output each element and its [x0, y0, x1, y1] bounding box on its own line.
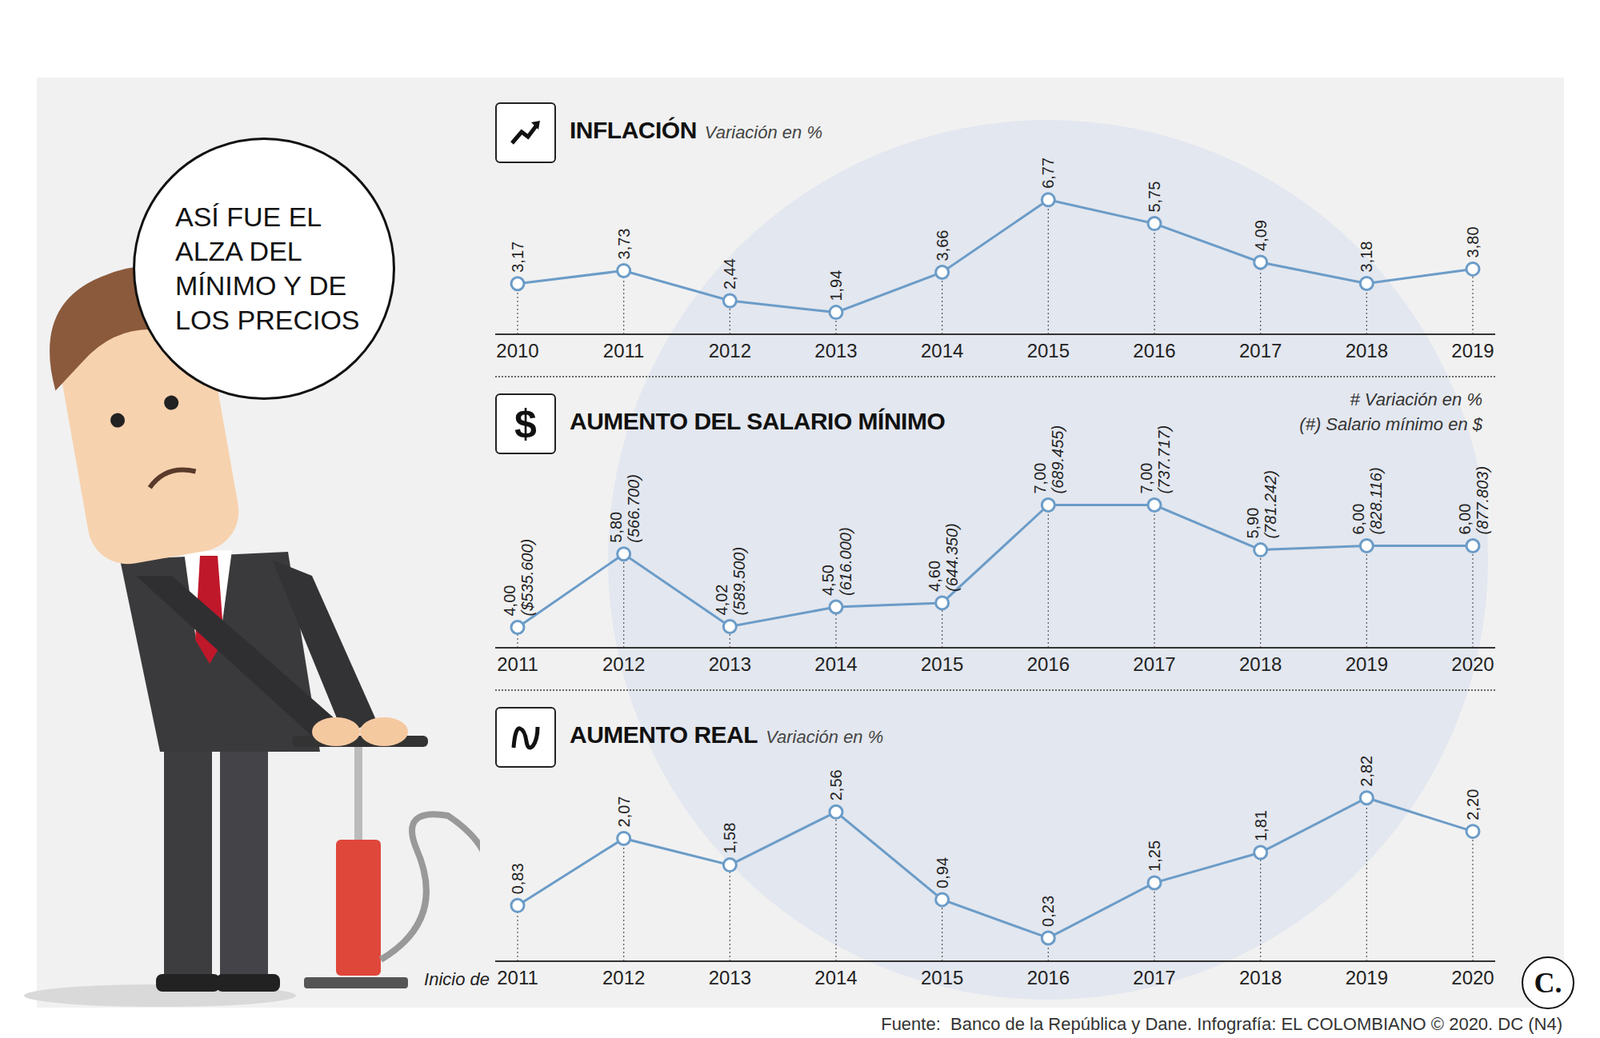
- svg-text:5,75: 5,75: [1145, 181, 1164, 213]
- svg-text:2013: 2013: [814, 340, 857, 362]
- svg-text:3,80: 3,80: [1464, 226, 1482, 258]
- html-text:# Variación en %: # Variación en %: [1350, 389, 1483, 410]
- html-text:AUMENTO DEL SALARIO MÍNIMO: AUMENTO DEL SALARIO MÍNIMO: [569, 408, 945, 435]
- svg-text:3,73: 3,73: [615, 228, 633, 260]
- svg-text:(737.717): (737.717): [1155, 425, 1173, 495]
- svg-text:($535.600): ($535.600): [518, 539, 536, 617]
- svg-text:2012: 2012: [602, 653, 645, 676]
- svg-text:0,83: 0,83: [508, 863, 527, 895]
- svg-text:2018: 2018: [1345, 340, 1388, 362]
- svg-text:2016: 2016: [1027, 653, 1070, 676]
- svg-text:2020: 2020: [1451, 967, 1494, 989]
- svg-text:(781.242): (781.242): [1261, 470, 1280, 540]
- svg-text:2011: 2011: [496, 653, 539, 676]
- svg-text:2016: 2016: [1132, 340, 1176, 362]
- svg-text:2017: 2017: [1132, 653, 1176, 676]
- svg-text:4,00: 4,00: [500, 585, 519, 617]
- svg-text:4,02: 4,02: [712, 584, 731, 616]
- svg-text:(589.500): (589.500): [730, 547, 748, 616]
- svg-text:2010: 2010: [496, 340, 539, 362]
- html-text:C.: C.: [1534, 967, 1562, 1000]
- html-text:AUMENTO REAL Variación en %: AUMENTO REAL Variación en %: [569, 721, 884, 748]
- svg-text:2011: 2011: [603, 340, 645, 362]
- svg-text:2018: 2018: [1239, 653, 1282, 676]
- svg-text:6,00: 6,00: [1456, 504, 1474, 536]
- svg-text:(616.000): (616.000): [836, 527, 855, 596]
- html-text:Inicio de: Inicio de: [424, 969, 490, 990]
- svg-text:7,00: 7,00: [1031, 463, 1049, 495]
- svg-text:2012: 2012: [708, 340, 752, 362]
- svg-text:5,80: 5,80: [607, 512, 625, 544]
- svg-text:3,66: 3,66: [933, 230, 952, 262]
- svg-text:2015: 2015: [920, 967, 964, 989]
- svg-text:2017: 2017: [1239, 340, 1282, 362]
- svg-text:4,50: 4,50: [819, 564, 837, 596]
- svg-text:2011: 2011: [496, 967, 539, 989]
- svg-text:(877.803): (877.803): [1473, 466, 1492, 536]
- html-text:(#) Salario mínimo en $: (#) Salario mínimo en $: [1299, 414, 1483, 435]
- svg-text:(689.455): (689.455): [1048, 425, 1067, 495]
- svg-text:(566.700): (566.700): [624, 474, 643, 544]
- svg-text:2014: 2014: [814, 967, 857, 989]
- svg-text:2,07: 2,07: [615, 796, 633, 828]
- html-text:INFLACIÓN Variación en %: INFLACIÓN Variación en %: [569, 116, 823, 144]
- svg-text:2018: 2018: [1239, 967, 1282, 989]
- svg-text:1,81: 1,81: [1252, 810, 1270, 842]
- svg-text:2,56: 2,56: [827, 769, 845, 801]
- svg-text:2017: 2017: [1132, 967, 1176, 989]
- svg-text:2014: 2014: [814, 653, 857, 676]
- svg-text:4,09: 4,09: [1252, 220, 1270, 252]
- svg-text:2,20: 2,20: [1464, 789, 1482, 821]
- html-text:LOS PRECIOS: LOS PRECIOS: [175, 304, 360, 336]
- html-text:MÍNIMO Y DE: MÍNIMO Y DE: [175, 270, 347, 301]
- svg-text:3,18: 3,18: [1357, 241, 1376, 273]
- svg-text:2019: 2019: [1345, 967, 1388, 989]
- svg-text:2016: 2016: [1027, 967, 1070, 989]
- svg-text:0,23: 0,23: [1039, 896, 1057, 928]
- svg-text:3,17: 3,17: [508, 241, 527, 273]
- html-text:ALZA DEL: ALZA DEL: [175, 236, 303, 267]
- svg-text:6,00: 6,00: [1349, 504, 1368, 536]
- svg-text:(828.116): (828.116): [1367, 467, 1385, 535]
- svg-text:2012: 2012: [602, 967, 645, 989]
- svg-text:2013: 2013: [708, 967, 752, 989]
- svg-text:6,77: 6,77: [1039, 157, 1057, 189]
- svg-text:2015: 2015: [920, 653, 964, 676]
- svg-text:5,90: 5,90: [1244, 508, 1262, 540]
- html-text:ASÍ FUE EL: ASÍ FUE EL: [175, 201, 322, 232]
- svg-text:2,82: 2,82: [1357, 756, 1376, 788]
- svg-text:2020: 2020: [1451, 653, 1494, 676]
- svg-text:1,25: 1,25: [1145, 840, 1164, 872]
- svg-text:4,60: 4,60: [925, 560, 944, 592]
- svg-text:2014: 2014: [920, 340, 964, 362]
- svg-text:2019: 2019: [1451, 340, 1494, 362]
- svg-text:2,44: 2,44: [720, 258, 739, 290]
- svg-text:1,94: 1,94: [827, 270, 845, 302]
- svg-text:1,58: 1,58: [720, 823, 739, 855]
- svg-text:2015: 2015: [1027, 340, 1070, 362]
- svg-text:0,94: 0,94: [933, 857, 952, 889]
- svg-text:(644.350): (644.350): [943, 523, 961, 592]
- svg-text:2019: 2019: [1345, 653, 1388, 676]
- svg-text:7,00: 7,00: [1137, 463, 1156, 495]
- html-text:Fuente: Banco de la República: Fuente: Banco de la República y Dane. In…: [880, 1014, 1563, 1035]
- svg-text:2013: 2013: [708, 653, 752, 676]
